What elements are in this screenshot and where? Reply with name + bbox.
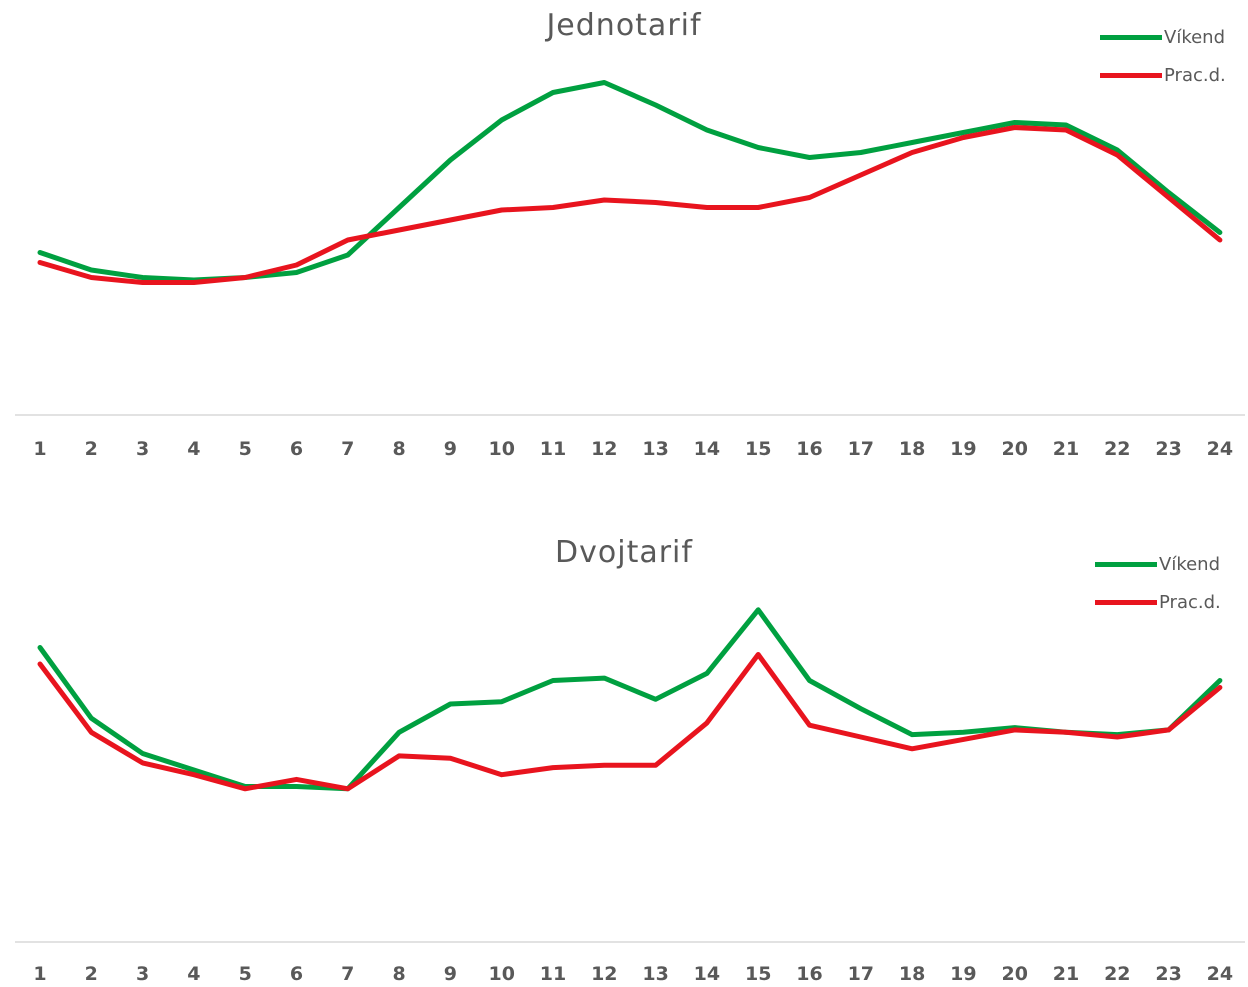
x-tick-label: 21 <box>1053 438 1079 460</box>
x-tick-label: 13 <box>642 438 668 460</box>
x-tick-label: 4 <box>187 963 200 985</box>
x-tick-label: 10 <box>488 438 514 460</box>
x-tick-label: 13 <box>642 963 668 985</box>
x-tick-label: 11 <box>540 438 566 460</box>
x-tick-label: 6 <box>290 963 303 985</box>
x-tick-label: 21 <box>1053 963 1079 985</box>
x-tick-label: 15 <box>745 438 771 460</box>
x-tick-label: 17 <box>848 963 874 985</box>
x-tick-label: 7 <box>341 963 354 985</box>
x-tick-label: 24 <box>1207 438 1233 460</box>
x-tick-label: 3 <box>136 438 149 460</box>
chart-jednotarif-plot: 1 2 3 4 5 6 7 8 9 10 11 12 13 14 15 16 17 18 19 20 21 22 23 24 <box>15 80 1245 460</box>
series-line-vikend <box>37 607 1223 792</box>
x-tick-label: 17 <box>848 438 874 460</box>
legend-swatch-vikend <box>1100 34 1162 40</box>
legend-item-pracd: Prac.d. <box>1095 583 1221 621</box>
x-tick-label: 12 <box>591 438 617 460</box>
x-tick-label: 18 <box>899 438 925 460</box>
chart-title: Dvojtarif <box>555 535 693 570</box>
x-tick-label: 7 <box>341 438 354 460</box>
x-tick-label: 3 <box>136 963 149 985</box>
x-tick-label: 1 <box>33 438 46 460</box>
legend-item-vikend: Víkend <box>1100 18 1226 56</box>
legend-swatch-pracd <box>1100 72 1162 78</box>
x-tick-label: 2 <box>85 438 98 460</box>
series-line-pracd <box>37 652 1223 792</box>
x-tick-label: 9 <box>444 963 457 985</box>
x-tick-label: 8 <box>392 438 405 460</box>
legend-label: Prac.d. <box>1164 64 1226 86</box>
chart-title: Jednotarif <box>546 8 702 43</box>
x-tick-label: 5 <box>239 438 252 460</box>
x-tick-label: 19 <box>950 963 976 985</box>
legend-label: Víkend <box>1159 553 1221 575</box>
x-tick-label: 23 <box>1155 963 1181 985</box>
legend-item-pracd: Prac.d. <box>1100 56 1226 94</box>
x-tick-label: 19 <box>950 438 976 460</box>
x-tick-label: 9 <box>444 438 457 460</box>
chart-dvojtarif-plot: 1 2 3 4 5 6 7 8 9 10 11 12 13 14 15 16 17 18 19 20 21 22 23 24 <box>15 607 1245 985</box>
series-line-vikend <box>37 80 1223 283</box>
x-tick-label: 10 <box>488 963 514 985</box>
legend-swatch-pracd <box>1095 599 1157 605</box>
x-tick-label: 24 <box>1207 963 1233 985</box>
x-tick-label: 20 <box>1001 438 1027 460</box>
x-tick-label: 14 <box>694 438 720 460</box>
series-line-pracd <box>37 125 1223 285</box>
x-tick-label: 8 <box>392 963 405 985</box>
x-tick-label: 11 <box>540 963 566 985</box>
legend-item-vikend: Víkend <box>1095 545 1221 583</box>
x-tick-label: 1 <box>33 963 46 985</box>
chart-legend: Víkend Prac.d. <box>1095 545 1221 621</box>
x-tick-label: 12 <box>591 963 617 985</box>
x-tick-label: 2 <box>85 963 98 985</box>
legend-label: Prac.d. <box>1159 591 1221 613</box>
x-tick-label: 15 <box>745 963 771 985</box>
x-tick-label: 16 <box>796 963 822 985</box>
x-tick-label: 18 <box>899 963 925 985</box>
x-tick-label: 4 <box>187 438 200 460</box>
chart-jednotarif: 1 2 3 4 5 6 7 8 9 10 11 12 13 14 15 16 17 18 19 20 21 22 23 24 … <box>0 0 1248 480</box>
x-tick-label: 22 <box>1104 963 1130 985</box>
x-tick-label: 22 <box>1104 438 1130 460</box>
x-tick-label: 14 <box>694 963 720 985</box>
chart-dvojtarif: 1 2 3 4 5 6 7 8 9 10 11 12 13 14 15 16 17 18 19 20 21 22 23 24 … <box>0 505 1248 987</box>
x-tick-label: 23 <box>1155 438 1181 460</box>
chart-legend: Víkend Prac.d. <box>1100 18 1226 94</box>
x-tick-label: 5 <box>239 963 252 985</box>
x-tick-label: 20 <box>1001 963 1027 985</box>
legend-label: Víkend <box>1164 26 1226 48</box>
x-tick-label: 6 <box>290 438 303 460</box>
legend-swatch-vikend <box>1095 561 1157 567</box>
x-tick-label: 16 <box>796 438 822 460</box>
